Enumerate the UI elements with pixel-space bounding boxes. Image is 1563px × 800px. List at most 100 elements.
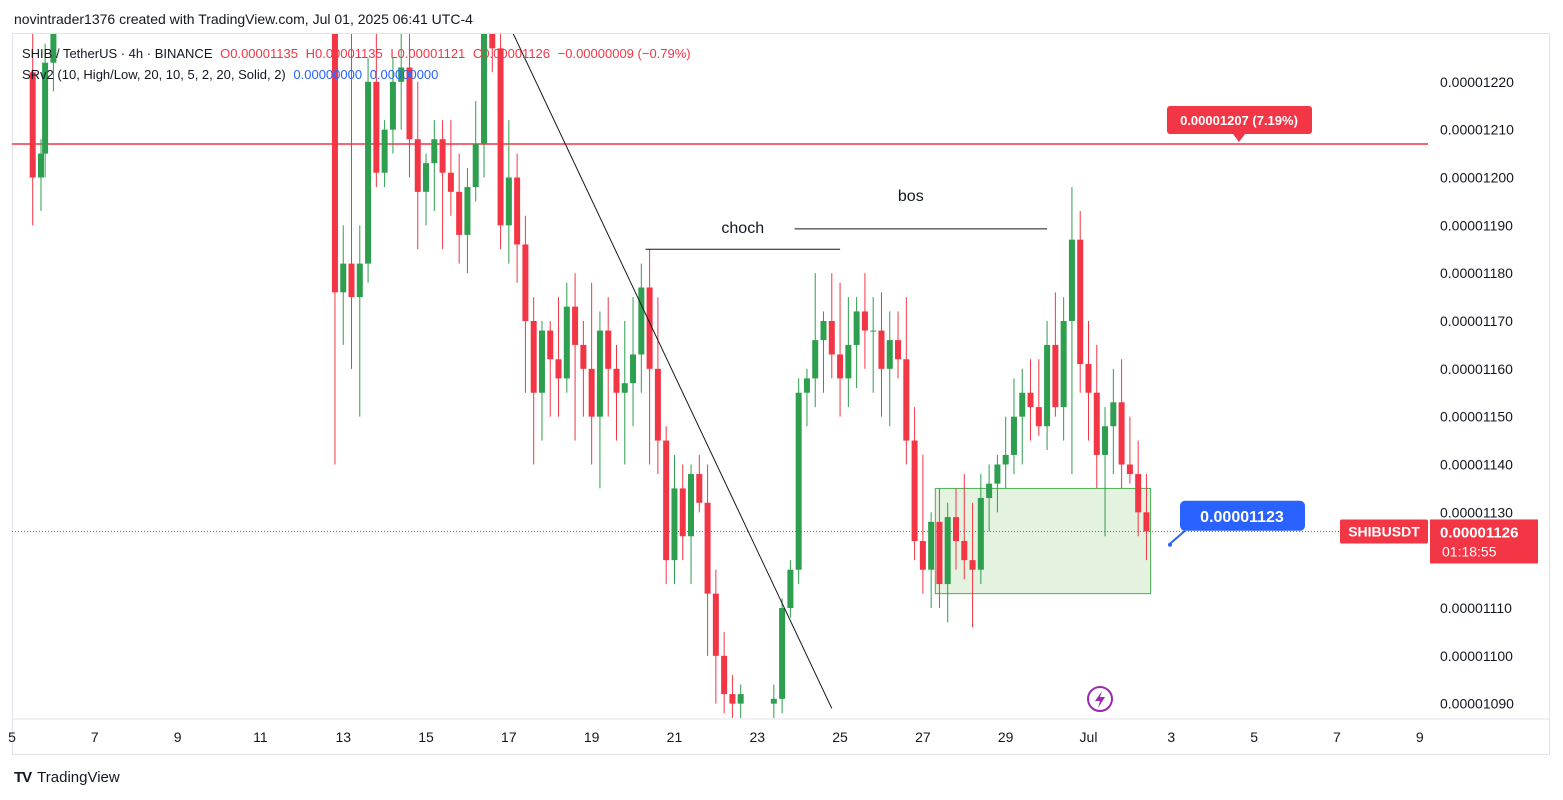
candle-body (861, 311, 868, 331)
callout-pointer (1169, 530, 1186, 545)
candle-body (895, 340, 902, 360)
indicator-name[interactable]: SRv2 (10, High/Low, 20, 10, 5, 2, 20, So… (22, 67, 286, 82)
y-tick-label: 0.00001140 (1440, 456, 1513, 472)
symbol-legend: SHIB / TetherUS · 4h · BINANCE O0.000011… (22, 46, 695, 61)
candle-body (37, 153, 44, 178)
candle-body (787, 569, 794, 608)
y-tick-label: 0.00001130 (1440, 504, 1513, 520)
candle-body (481, 34, 487, 145)
candle-body (348, 263, 355, 298)
candle-body (381, 129, 388, 173)
indicator-legend: SRv2 (10, High/Low, 20, 10, 5, 2, 20, So… (22, 67, 442, 82)
candle-body (688, 474, 695, 537)
candle-body (812, 340, 819, 379)
candle-body (505, 177, 512, 226)
candle-body (414, 139, 421, 192)
candle-body (50, 34, 57, 63)
candle-body (621, 383, 628, 393)
y-tick-label: 0.00001180 (1440, 265, 1513, 281)
x-tick-label: 13 (335, 729, 351, 745)
candle-body (878, 330, 885, 369)
x-tick-label: 27 (915, 729, 931, 745)
x-tick-label: 5 (8, 729, 16, 745)
candle-body (779, 607, 786, 699)
candle-body (596, 330, 603, 417)
candle-body (737, 694, 744, 704)
callout-bg (1180, 500, 1305, 531)
candle-body (919, 541, 926, 570)
candle-body (1143, 512, 1150, 532)
candle-body (1110, 402, 1117, 427)
countdown-label: 01:18:55 (1442, 543, 1497, 559)
y-tick-label: 0.00001150 (1440, 409, 1513, 425)
symbol-tag-bg (1340, 519, 1428, 544)
x-tick-label: 23 (749, 729, 765, 745)
symbol-name[interactable]: SHIB / TetherUS · 4h · BINANCE (22, 46, 213, 61)
candle-body (340, 263, 347, 293)
target-tag-label: 0.00001207 (7.19%) (1180, 113, 1298, 128)
candle-body (555, 359, 562, 379)
x-tick-label: 9 (1416, 729, 1424, 745)
indicator-value-2: 0.00000000 (369, 67, 439, 82)
candle-body (1093, 392, 1100, 455)
candle-body (29, 72, 36, 178)
candle-body (646, 287, 653, 369)
candle-body (497, 48, 504, 226)
open-value: O0.00001135 (220, 46, 298, 61)
candle-body (729, 694, 736, 704)
candle-body (944, 517, 951, 585)
candle-body (1010, 416, 1017, 455)
candle-body (969, 560, 976, 570)
symbol-tag-label: SHIBUSDT (1348, 523, 1420, 539)
target-tag-bg (1167, 106, 1312, 135)
last-price-tag-bg (1430, 519, 1538, 564)
candle-body (770, 698, 777, 704)
candle-body (331, 34, 338, 293)
candle-body (704, 502, 711, 594)
x-tick-label: Jul (1080, 729, 1098, 745)
candle-body (845, 344, 852, 379)
candle-body (406, 67, 413, 140)
candle-body (820, 320, 827, 341)
candle-body (1019, 392, 1026, 417)
candle-body (423, 163, 430, 192)
x-tick-label: 3 (1167, 729, 1175, 745)
y-tick-label: 0.00001170 (1440, 313, 1513, 329)
tradingview-logo-icon: TV (14, 769, 32, 786)
x-tick-label: 7 (91, 729, 99, 745)
candle-body (1077, 239, 1084, 365)
y-tick-label: 0.00001190 (1440, 217, 1513, 233)
candle-body (870, 330, 877, 332)
x-tick-label: 19 (584, 729, 600, 745)
x-tick-label: 17 (501, 729, 517, 745)
candle-body (671, 488, 678, 561)
candle-body (853, 311, 860, 345)
chart-frame (12, 33, 1550, 755)
candle-body (712, 593, 719, 656)
candle-body (538, 330, 545, 393)
y-tick-label: 0.00001100 (1440, 648, 1513, 664)
lightning-icon (1087, 686, 1113, 712)
plot-group: choch bos (12, 34, 1428, 718)
candle-body (447, 172, 454, 192)
candle-body (365, 81, 372, 264)
callout-dot (1168, 542, 1172, 547)
candle-body (696, 474, 703, 503)
x-tick-label: 21 (667, 729, 683, 745)
trendline (512, 34, 833, 709)
candle-body (472, 144, 479, 188)
footer-brand[interactable]: TV TradingView (14, 769, 120, 786)
candle-body (1068, 239, 1075, 321)
x-tick-label: 9 (174, 729, 182, 745)
candle-body (464, 187, 471, 235)
attribution-text: novintrader1376 created with TradingView… (14, 11, 473, 27)
x-tick-label: 7 (1333, 729, 1341, 745)
callout-label: 0.00001123 (1200, 509, 1284, 526)
candle-body (886, 340, 893, 369)
candle-body (1060, 320, 1067, 408)
candle-body (356, 263, 363, 298)
candle-body (1035, 407, 1042, 427)
candle-body (986, 483, 993, 498)
candle-body (953, 517, 959, 542)
